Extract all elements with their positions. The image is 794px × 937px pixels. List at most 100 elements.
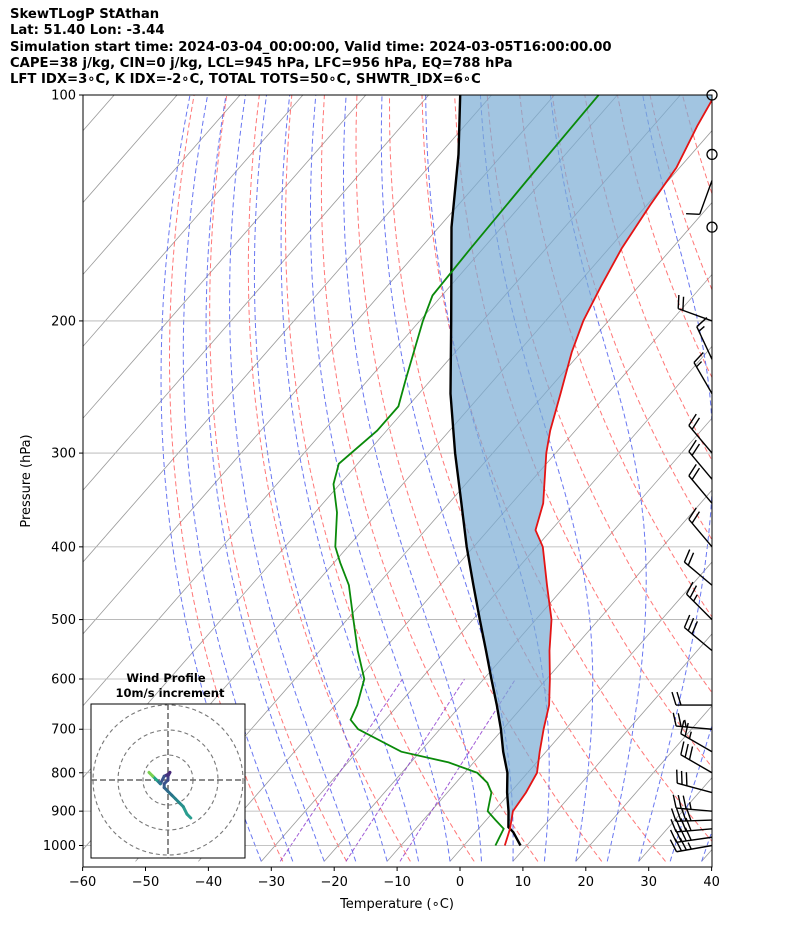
barb-flag [685, 807, 692, 822]
mixing-ratio-line [345, 678, 466, 862]
barb-shaft [683, 561, 713, 586]
barb-shaft [688, 475, 713, 504]
barb-flag [691, 511, 701, 524]
y-tick-label: 300 [51, 447, 76, 462]
x-tick-label: −60 [69, 875, 96, 890]
barb-shaft [680, 754, 713, 774]
location-line: Lat: 51.40 Lon: -3.44 [10, 23, 165, 39]
isotherm [638, 777, 712, 862]
wind-barb [672, 794, 713, 812]
y-axis-label: Pressure (hPa) [19, 434, 34, 527]
y-tick-label: 900 [51, 805, 76, 820]
barb-shaft [676, 725, 713, 730]
dry-adiabat [519, 95, 712, 618]
wind-barb [670, 807, 713, 823]
dry-adiabat [209, 95, 348, 862]
isotherm [83, 95, 430, 491]
barb-flag [677, 795, 682, 809]
barb-flag [670, 819, 677, 833]
barb-shaft [693, 362, 713, 395]
barb-flag [682, 795, 687, 810]
y-tick-label: 400 [51, 540, 76, 555]
barb-half-flag [687, 842, 692, 850]
wind-barb [685, 581, 713, 621]
barb-flag [672, 794, 677, 809]
moist-adiabat [701, 829, 712, 862]
y-tick-label: 800 [51, 766, 76, 781]
barb-shaft [688, 451, 713, 480]
moist-adiabat [638, 95, 712, 862]
barb-shaft [688, 425, 713, 454]
chart-title: SkewTLogP StAthan [10, 7, 160, 22]
dry-adiabat [355, 95, 603, 862]
isotherm [449, 561, 712, 862]
moist-adiabat [253, 95, 388, 862]
mixing-ratio-line [399, 678, 516, 862]
barb-flag [672, 712, 677, 727]
barb-flag [687, 552, 695, 566]
barb-flag [669, 839, 678, 853]
dry-adiabat [715, 95, 794, 861]
time-line: Simulation start time: 2024-03-04_00:00:… [10, 39, 612, 55]
isotherm [83, 95, 241, 276]
dry-adiabat [389, 95, 666, 862]
x-tick-label: −30 [258, 875, 285, 890]
y-tick-label: 700 [51, 723, 76, 738]
isotherm [386, 489, 712, 862]
barb-flag [688, 463, 697, 477]
wind-barb [688, 439, 713, 480]
moist-adiabat [669, 723, 712, 862]
isotherm [83, 95, 367, 419]
barb-flag [685, 817, 692, 831]
dry-adiabat [284, 95, 475, 862]
x-tick-label: 30 [640, 875, 657, 890]
barb-shaft [676, 836, 713, 843]
barb-flag [677, 294, 680, 309]
barb-shaft [677, 782, 713, 794]
barb-flag [684, 827, 692, 841]
moist-adiabat [343, 95, 482, 862]
wind-barb [686, 180, 713, 216]
barb-shaft [676, 828, 713, 833]
y-tick-label: 200 [51, 314, 76, 329]
barb-flag [684, 722, 689, 737]
moist-adiabat [182, 95, 294, 862]
barb-flag [691, 621, 699, 635]
barb-shaft [676, 844, 713, 853]
isotherm [575, 705, 712, 862]
wind-barb [683, 549, 713, 586]
wind-barb [688, 413, 713, 454]
wind-barb [688, 463, 713, 504]
dry-adiabat [682, 95, 712, 196]
wind-barb [672, 712, 713, 730]
x-tick-label: 0 [456, 875, 464, 890]
moist-adiabat [205, 95, 325, 862]
barb-shaft [683, 626, 713, 652]
barb-flag [683, 614, 691, 628]
barb-flag [691, 417, 701, 430]
y-tick-label: 600 [51, 673, 76, 688]
barb-flag [691, 467, 701, 480]
barb-flag [685, 581, 694, 595]
wind-barb [676, 769, 713, 794]
x-tick-label: −40 [195, 875, 222, 890]
barb-flag [669, 829, 677, 843]
isotherm [83, 95, 555, 635]
mixing-ratio-line [279, 678, 403, 862]
barb-flag [684, 743, 689, 758]
isotherm [83, 95, 304, 347]
barb-half-flag [693, 594, 698, 602]
barb-flag [670, 808, 677, 822]
barb-half-flag [684, 719, 687, 728]
x-tick-label: −10 [383, 875, 410, 890]
barb-flag [677, 713, 682, 727]
isotherm [323, 417, 712, 862]
barb-flag [688, 413, 697, 426]
barb-flag [683, 549, 691, 563]
barb-half-flag [689, 802, 692, 810]
parcel-path-line [449, 95, 522, 847]
hodograph-segment [147, 770, 155, 778]
x-tick-label: −20 [320, 875, 347, 890]
barb-flag [688, 746, 694, 760]
